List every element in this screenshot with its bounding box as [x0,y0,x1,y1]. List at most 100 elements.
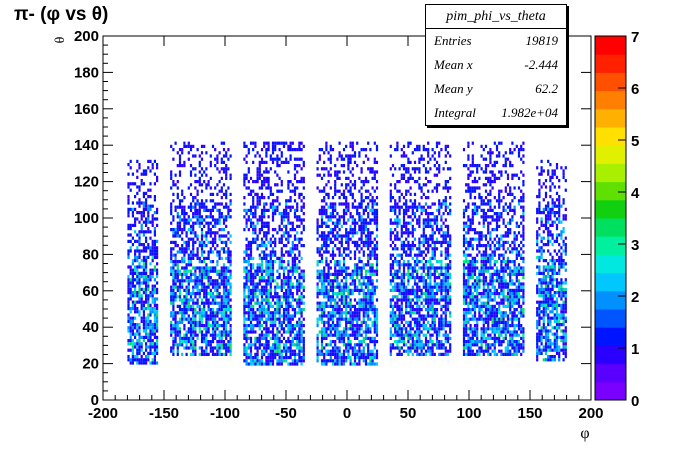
heatmap-cell [293,186,297,190]
heatmap-cell [422,148,425,152]
heatmap-cell [205,333,208,337]
heatmap-cell [280,279,283,283]
heatmap-cell [271,253,275,257]
heatmap-cell [229,340,232,344]
heatmap-cell [205,256,208,260]
heatmap-cell [227,317,230,321]
heatmap-cell [258,282,261,286]
heatmap-cell [174,282,177,286]
heatmap-cell [252,189,255,193]
heatmap-cell [407,205,410,209]
heatmap-cell [269,272,272,276]
heatmap-cell [429,167,432,171]
heatmap-cell [345,228,348,232]
heatmap-cell [254,180,257,184]
heatmap-cell [349,359,352,363]
heatmap-cell [358,314,361,318]
heatmap-cell [444,250,447,254]
heatmap-cell [265,279,268,283]
heatmap-cell [345,356,348,360]
heatmap-cell [444,144,447,148]
heatmap-cell [145,291,148,295]
heatmap-cell [345,186,348,190]
heatmap-cell [245,186,248,190]
heatmap-cell [318,260,321,264]
heatmap-cell [435,215,439,219]
heatmap-cell [280,295,283,299]
heatmap-cell [371,349,374,353]
heatmap-cell [331,279,335,283]
heatmap-cell [151,345,154,349]
heatmap-cell [329,301,332,305]
heatmap-cell [396,276,399,280]
heatmap-cell [183,304,186,308]
heatmap-cell [334,359,337,363]
heatmap-cell [396,263,399,267]
heatmap-cell [411,218,414,222]
heatmap-cell [298,272,301,276]
heatmap-cell [358,244,361,248]
heatmap-cell [220,314,223,318]
heatmap-cell [220,228,223,232]
heatmap-cell [256,205,259,209]
heatmap-cell [187,157,190,161]
heatmap-cell [329,186,332,190]
heatmap-cell [416,167,419,171]
heatmap-cell [482,148,485,152]
heatmap-cell [416,311,419,315]
heatmap-cell [293,253,297,257]
heatmap-cell [271,247,275,251]
heatmap-cell [192,311,195,315]
heatmap-cell [192,231,195,235]
heatmap-cell [263,183,266,187]
heatmap-cell [214,333,217,337]
heatmap-cell [153,278,156,282]
heatmap-cell [291,250,294,254]
heatmap-cell [198,352,201,356]
heatmap-cell [391,324,395,328]
heatmap-cell [296,279,299,283]
heatmap-cell [338,228,341,232]
heatmap-cell [418,333,421,337]
heatmap-cell [369,330,372,334]
heatmap-cell [351,167,354,171]
heatmap-cell [216,154,219,158]
heatmap-cell [471,160,474,164]
heatmap-cell [522,141,525,145]
heatmap-cell [296,285,299,289]
heatmap-cell [258,362,261,366]
heatmap-cell [369,234,372,238]
heatmap-cell [338,317,341,321]
heatmap-cell [153,345,156,349]
heatmap-cell [345,221,348,225]
heatmap-cell [256,308,259,312]
heatmap-cell [438,164,441,168]
heatmap-cell [209,199,212,203]
heatmap-cell [364,292,368,296]
heatmap-cell [181,205,184,209]
heatmap-cell [138,294,141,298]
heatmap-cell [265,333,268,337]
heatmap-cell [416,221,419,225]
heatmap-cell [364,176,368,180]
heatmap-cell [449,263,452,267]
heatmap-cell [400,301,403,305]
heatmap-cell [411,269,414,273]
heatmap-cell [181,231,184,235]
heatmap-cell [260,218,264,222]
heatmap-cell [349,317,352,321]
heatmap-cell [216,343,219,347]
heatmap-cell [174,263,177,267]
heatmap-cell [263,327,266,331]
heatmap-cell [407,228,410,232]
heatmap-cell [258,314,261,318]
heatmap-cell [325,167,328,171]
heatmap-cell [435,301,439,305]
heatmap-cell [205,186,208,190]
heatmap-cell [444,279,447,283]
heatmap-cell [280,234,283,238]
heatmap-cell [331,340,335,344]
heatmap-cell [427,237,430,241]
heatmap-cell [402,324,406,328]
heatmap-cell [218,330,221,334]
